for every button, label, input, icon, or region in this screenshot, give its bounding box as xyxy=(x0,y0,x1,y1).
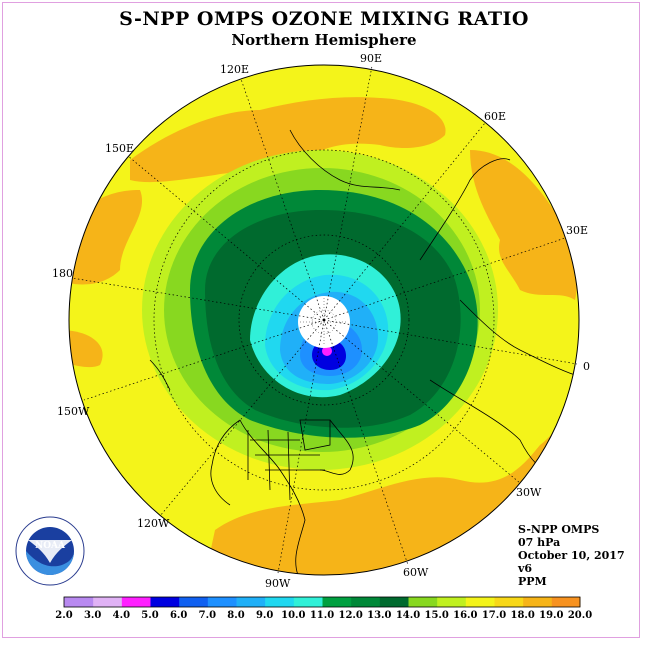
colorbar-tick-label: 15.0 xyxy=(424,610,448,621)
colorbar-tick-label: 6.0 xyxy=(170,610,187,621)
noaa-logo: NOAA xyxy=(15,516,85,586)
info-instrument: S-NPP OMPS xyxy=(518,523,600,536)
colorbar-tick-label: 2.0 xyxy=(55,610,72,621)
lon-label-120e: 120E xyxy=(220,63,249,76)
info-block: S-NPP OMPS 07 hPa October 10, 2017 v6 PP… xyxy=(518,523,625,588)
colorbar-tick-label: 11.0 xyxy=(310,610,334,621)
colorbar-tick-label: 12.0 xyxy=(338,610,362,621)
noaa-logo-text: NOAA xyxy=(35,541,66,551)
band-4 xyxy=(322,346,332,356)
colorbar-tick-label: 3.0 xyxy=(84,610,101,621)
colorbar-tick-label: 19.0 xyxy=(539,610,563,621)
colorbar-border xyxy=(63,596,581,608)
lon-label-180: 180 xyxy=(52,267,73,280)
colorbar-swatch xyxy=(551,597,581,607)
ozone-field xyxy=(69,97,579,575)
longitude-labels: 90E 60E 30E 0 30W 60W 90W 120W 150W 180 … xyxy=(52,52,590,590)
colorbar-swatch xyxy=(322,597,352,607)
colorbar-tick-label: 7.0 xyxy=(199,610,216,621)
lon-label-60w: 60W xyxy=(403,566,429,579)
figure-frame xyxy=(2,2,640,638)
colorbar-tick-label: 4.0 xyxy=(113,610,130,621)
colorbar-swatch xyxy=(178,597,208,607)
lon-label-150e: 150E xyxy=(105,142,134,155)
lon-label-30e: 30E xyxy=(566,224,588,237)
colorbar-swatch xyxy=(264,597,294,607)
colorbar-swatch xyxy=(207,597,237,607)
colorbar-tick-label: 9.0 xyxy=(256,610,273,621)
info-date: October 10, 2017 xyxy=(518,549,625,562)
colorbar-swatch xyxy=(465,597,495,607)
lon-label-60e: 60E xyxy=(484,110,506,123)
colorbar-tick-label: 17.0 xyxy=(482,610,506,621)
colorbar-swatch xyxy=(436,597,466,607)
map-subtitle: Northern Hemisphere xyxy=(231,31,417,49)
colorbar-tick-label: 14.0 xyxy=(396,610,420,621)
info-units: PPM xyxy=(518,575,547,588)
colorbar-swatch xyxy=(64,597,94,607)
info-level: 07 hPa xyxy=(518,536,561,549)
orange-region-east xyxy=(470,150,577,300)
colorbar-swatch xyxy=(92,597,122,607)
colorbar-swatch xyxy=(150,597,180,607)
colorbar-tick-label: 13.0 xyxy=(367,610,391,621)
orange-region-north xyxy=(130,97,446,183)
colorbar-tick-label: 8.0 xyxy=(227,610,244,621)
colorbar-swatch xyxy=(494,597,524,607)
lon-label-90w: 90W xyxy=(265,577,291,590)
lon-label-90e: 90E xyxy=(360,52,382,65)
lon-label-30w: 30W xyxy=(516,486,542,499)
lon-label-120w: 120W xyxy=(137,517,170,530)
lon-label-150w: 150W xyxy=(57,405,90,418)
colorbar-tick-label: 5.0 xyxy=(141,610,158,621)
map-border xyxy=(68,64,580,576)
colorbar-tick-label: 18.0 xyxy=(510,610,534,621)
polar-hatch xyxy=(300,298,348,346)
colorbar-swatch xyxy=(522,597,552,607)
colorbar-swatch xyxy=(121,597,151,607)
colorbar-swatch xyxy=(236,597,266,607)
info-version: v6 xyxy=(518,562,533,575)
colorbar-tick-label: 16.0 xyxy=(453,610,477,621)
graticule xyxy=(71,65,578,574)
coastlines xyxy=(149,129,576,575)
colorbar: 2.0 3.0 4.0 5.0 6.0 7.0 8.0 9.0 10.0 11.0 12.0 13.0… xyxy=(55,596,592,621)
colorbar-tick-label: 20.0 xyxy=(568,610,592,621)
colorbar-swatch xyxy=(350,597,380,607)
map-title: S-NPP OMPS OZONE MIXING RATIO xyxy=(119,8,529,30)
colorbar-swatch xyxy=(293,597,323,607)
colorbar-tick-label: 10.0 xyxy=(281,610,305,621)
colorbar-swatch xyxy=(379,597,409,607)
lon-label-0: 0 xyxy=(583,360,590,373)
colorbar-swatch xyxy=(408,597,438,607)
